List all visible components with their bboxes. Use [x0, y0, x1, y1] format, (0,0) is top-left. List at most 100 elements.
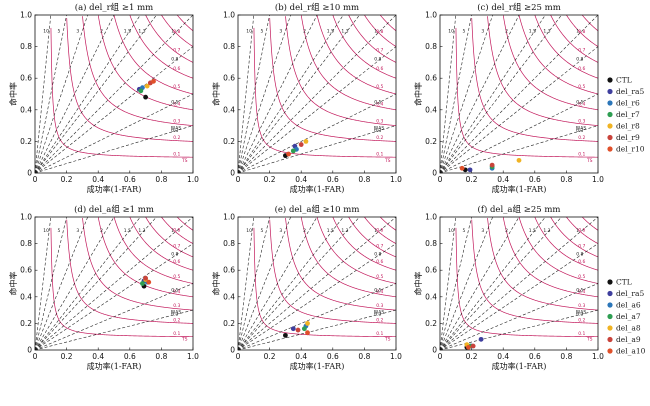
y-tick-label: 0 — [27, 169, 32, 178]
x-tick-label: 0.8 — [560, 175, 572, 184]
bias-label: 10 — [43, 28, 49, 34]
y-tick-label: 0.4 — [223, 292, 235, 301]
csi-contour — [176, 217, 193, 231]
bias-label: 1.3 — [138, 228, 145, 234]
bias-line — [238, 93, 396, 173]
bias-line — [35, 217, 67, 350]
csi-contour — [285, 217, 396, 311]
bias-line — [35, 217, 52, 350]
y-tick-label: 0.2 — [20, 319, 32, 328]
bias-label: 0.8 — [576, 57, 583, 63]
csi-contour — [550, 15, 598, 63]
csi-tag: TS — [181, 337, 188, 343]
bias-line — [440, 93, 598, 173]
data-point — [305, 321, 310, 326]
bias-line — [238, 125, 396, 173]
bias-label: 0.8 — [171, 252, 178, 258]
data-point — [290, 326, 296, 332]
panel-1: 0.10.20.30.40.50.60.70.8TS0.30.50.811.31… — [8, 2, 199, 194]
csi-label: 0.8 — [173, 29, 180, 35]
y-tick-label: 0 — [432, 169, 437, 178]
y-tick-label: 1.0 — [425, 213, 437, 222]
csi-label: 0.5 — [376, 274, 383, 280]
legend-label: del_a8 — [616, 324, 641, 333]
data-point — [466, 344, 471, 350]
legend-marker — [607, 100, 613, 106]
x-tick-label: 0.2 — [264, 175, 276, 184]
bias-label: 0.5 — [374, 288, 381, 294]
legend-label: del_r8 — [616, 122, 640, 131]
x-tick-label: 0.8 — [358, 352, 370, 361]
legend-marker — [607, 348, 613, 354]
y-tick-label: 0 — [230, 169, 235, 178]
panel-2: 0.10.20.30.40.50.60.70.8TS0.30.50.811.31… — [211, 2, 402, 194]
x-tick-label: 1.0 — [187, 352, 199, 361]
y-tick-label: 0.2 — [425, 319, 437, 328]
legend-marker — [607, 336, 613, 343]
y-tick-label: 0.8 — [223, 239, 235, 248]
y-tick-label: 0.4 — [20, 105, 32, 114]
csi-label: 0.3 — [173, 303, 180, 309]
data-point — [286, 151, 291, 157]
csi-tag: TS — [384, 158, 391, 164]
bias-label: 0.8 — [374, 252, 381, 258]
csi-contour — [502, 217, 598, 298]
bias-label: 3 — [481, 228, 484, 234]
bias-label: 0.3 — [576, 128, 583, 134]
csi-contour — [269, 219, 396, 324]
bias-label: 5 — [462, 228, 465, 234]
bias-tag: BIAS — [171, 126, 181, 132]
bias-line — [238, 309, 396, 350]
legend-2: CTL del_ra5 del_a6 del_a7 del_a8 del_a9 del_a1… — [607, 278, 646, 356]
legend-label: del_ra5 — [616, 289, 644, 298]
x-tick-label: 0 — [236, 352, 241, 361]
bias-label: 1 — [374, 28, 377, 34]
y-tick-label: 0.2 — [223, 319, 235, 328]
legend-marker — [607, 279, 613, 285]
y-tick-label: 1.0 — [425, 11, 437, 20]
csi-contour — [50, 227, 193, 338]
data-point — [298, 142, 304, 147]
y-tick-label: 0 — [432, 346, 437, 355]
csi-contour — [161, 217, 193, 244]
panel-6: 0.10.20.30.40.50.60.70.8TS0.30.50.811.31… — [413, 204, 604, 371]
csi-contour — [145, 15, 193, 63]
bias-label: 0.3 — [171, 312, 178, 318]
csi-contour — [566, 15, 598, 47]
bias-label: 0.3 — [171, 128, 178, 134]
data-point — [470, 343, 476, 349]
csi-contour — [300, 217, 396, 298]
data-point — [146, 279, 152, 285]
y-tick-label: 0.6 — [223, 266, 235, 275]
bias-label: 0.3 — [374, 312, 381, 318]
csi-contour — [66, 18, 193, 142]
csi-label: 0.2 — [173, 317, 180, 323]
csi-contour — [364, 15, 396, 47]
y-tick-label: 0.6 — [20, 266, 32, 275]
csi-label: 0.1 — [376, 152, 383, 158]
data-point — [467, 167, 473, 173]
y-axis-label: 命中率 — [211, 82, 221, 106]
y-tick-label: 0.2 — [425, 137, 437, 146]
bias-line — [35, 125, 193, 173]
csi-label: 0.2 — [578, 317, 585, 323]
bias-label: 1.5 — [529, 228, 536, 234]
legend-1: CTL del_ra5 del_r6 del_r7 del_r8 del_r9 del_r1… — [607, 76, 645, 154]
bias-label: 1 — [576, 28, 579, 34]
x-tick-label: 0.6 — [327, 352, 339, 361]
bias-label: 2 — [303, 228, 306, 234]
plot-frame — [237, 14, 397, 174]
legend-marker — [607, 302, 613, 308]
y-axis-label: 命中率 — [413, 82, 423, 106]
csi-label: 0.7 — [376, 244, 383, 250]
bias-label: 2 — [303, 28, 306, 34]
bias-line — [440, 15, 598, 173]
bias-line — [440, 217, 457, 350]
csi-contour — [82, 217, 193, 311]
bias-label: 0.3 — [576, 312, 583, 318]
y-tick-label: 0.2 — [223, 137, 235, 146]
csi-label: 0.7 — [173, 48, 180, 54]
csi-contour — [348, 15, 396, 63]
csi-contour — [534, 217, 598, 271]
y-tick-label: 0 — [230, 346, 235, 355]
